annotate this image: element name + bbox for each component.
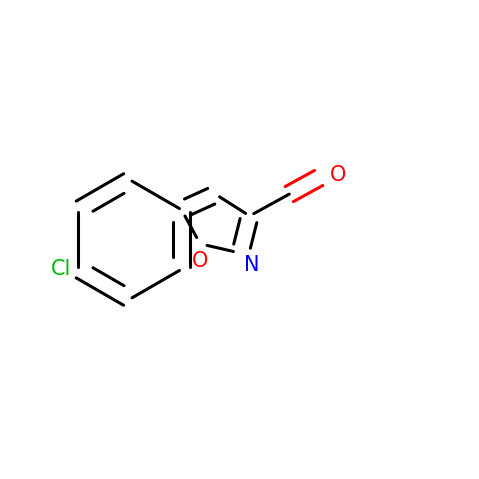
Text: Cl: Cl (51, 259, 71, 279)
Text: N: N (244, 255, 260, 275)
Text: O: O (330, 164, 346, 184)
Text: O: O (192, 251, 208, 271)
